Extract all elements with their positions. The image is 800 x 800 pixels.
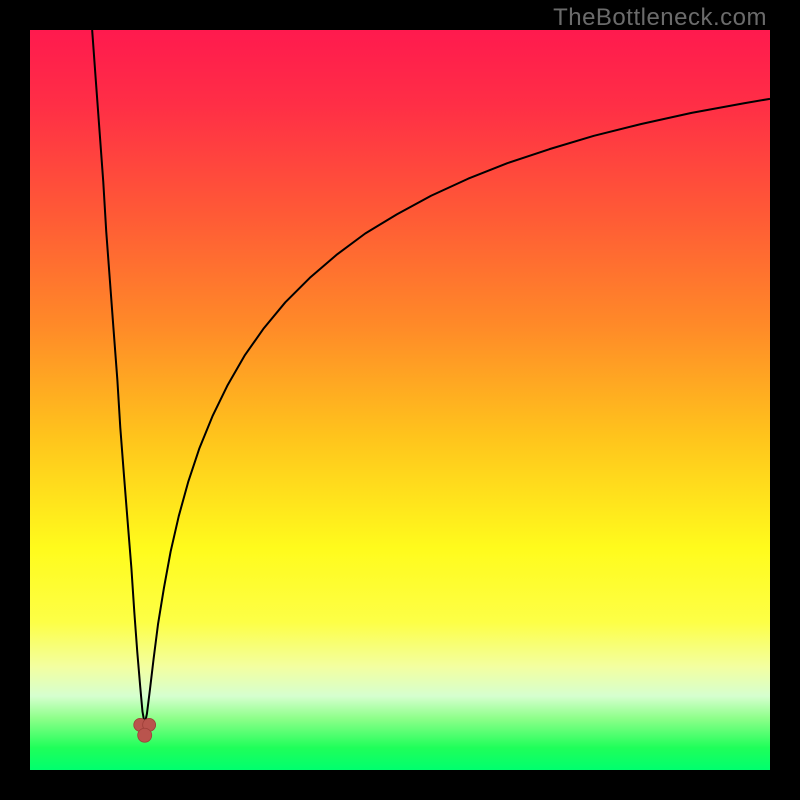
optimal-marker (138, 728, 152, 742)
plot-area (30, 30, 770, 770)
chart-svg (30, 30, 770, 770)
chart-stage: TheBottleneck.com (0, 0, 800, 800)
watermark-text: TheBottleneck.com (553, 4, 767, 32)
gradient-background (30, 30, 770, 770)
